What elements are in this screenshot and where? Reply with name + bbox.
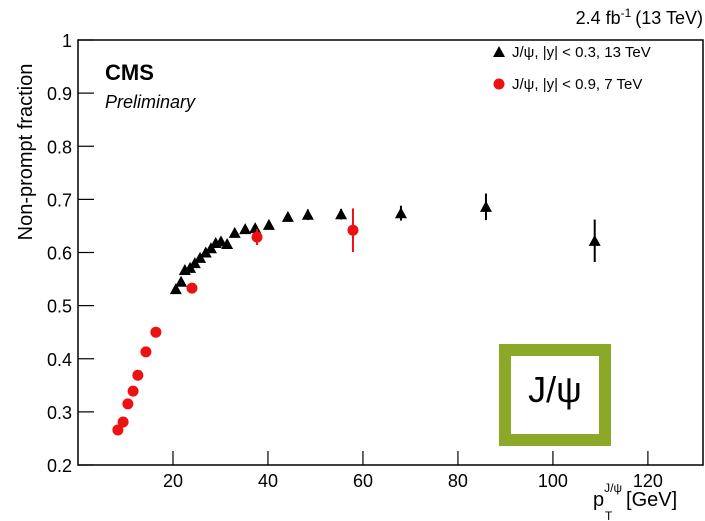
x-tick-label: 100 — [538, 471, 568, 491]
legend-label: J/ψ, |y| < 0.9, 7 TeV — [512, 76, 642, 93]
y-tick-label: 0.9 — [47, 84, 72, 104]
data-point — [239, 223, 252, 235]
data-point — [186, 282, 198, 294]
x-label-main: p — [593, 489, 604, 511]
x-tick-label: 20 — [163, 471, 183, 491]
x-axis-label: pJ/ψ [GeV] — [593, 481, 677, 511]
y-axis-label: Non-prompt fraction — [15, 64, 37, 241]
x-label-unit: [GeV] — [626, 489, 677, 511]
data-point — [122, 398, 134, 410]
y-tick-label: 0.5 — [47, 297, 72, 317]
data-point — [221, 238, 234, 249]
data-point — [249, 222, 262, 234]
y-tick-label: 0.4 — [47, 350, 72, 370]
y-tick-label: 1 — [62, 31, 72, 51]
data-point — [347, 224, 359, 236]
y-tick-label: 0.8 — [47, 137, 72, 157]
data-point — [169, 283, 182, 295]
lumi: 2.4 fb — [576, 8, 621, 28]
legend-marker — [493, 46, 505, 57]
lumi-exponent: -1 — [621, 6, 632, 20]
legend-label: J/ψ, |y| < 0.3, 13 TeV — [512, 44, 651, 61]
y-tick-label: 0.6 — [47, 244, 72, 264]
data-point — [262, 218, 275, 230]
y-tick-label: 0.7 — [47, 190, 72, 210]
logo-frame — [499, 344, 611, 446]
logo: J/ψ — [499, 344, 611, 446]
x-tick-label: 120 — [633, 471, 663, 491]
x-label-subscript: T — [605, 509, 613, 521]
data-point — [127, 385, 139, 397]
lumi-label: 2.4 fb-1 (13 TeV) — [576, 6, 703, 28]
y-tick-label: 0.3 — [47, 403, 72, 423]
data-point — [117, 416, 129, 428]
data-point — [335, 208, 348, 220]
x-label-superscript: J/ψ — [604, 481, 622, 495]
data-point — [112, 424, 124, 436]
data-point — [132, 369, 144, 381]
data-point — [394, 207, 407, 219]
data-point — [251, 231, 263, 243]
data-point — [150, 326, 162, 338]
data-point — [140, 346, 152, 358]
logo-text: J/ψ — [528, 369, 582, 410]
data-point — [479, 200, 492, 212]
energy: (13 TeV) — [635, 8, 703, 28]
x-tick-label: 60 — [353, 471, 373, 491]
data-point — [281, 210, 294, 222]
status: Preliminary — [105, 92, 196, 112]
data-point — [588, 234, 601, 246]
data-point — [214, 235, 227, 247]
y-tick-label: 0.2 — [47, 456, 72, 476]
data-point — [301, 208, 314, 220]
x-tick-label: 40 — [258, 471, 278, 491]
legend-marker — [493, 78, 505, 90]
x-tick-label: 80 — [448, 471, 468, 491]
data-point — [228, 226, 241, 238]
data-point — [175, 275, 188, 287]
experiment: CMS — [105, 60, 154, 85]
